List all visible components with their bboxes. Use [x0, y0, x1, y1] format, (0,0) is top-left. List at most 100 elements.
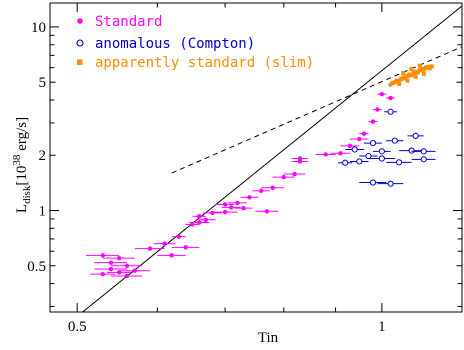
data-point	[415, 70, 420, 75]
data-point	[392, 80, 397, 85]
data-point	[241, 205, 246, 211]
y-tick-label: 1	[39, 204, 47, 220]
y-axis-title-main: L	[14, 204, 30, 213]
legend-label-slim: apparently standard (slim)	[95, 55, 314, 71]
data-point	[419, 66, 424, 71]
data-point	[420, 148, 427, 155]
x-tick-label: 0.5	[68, 319, 87, 335]
data-point	[401, 75, 406, 80]
legend-marker-compton	[76, 39, 84, 47]
solid-line	[81, 5, 462, 312]
data-point	[351, 146, 358, 153]
data-point	[397, 81, 402, 86]
data-point	[357, 136, 362, 142]
data-point	[124, 263, 130, 268]
data-point	[222, 202, 228, 207]
data-point	[190, 222, 195, 227]
legend-marker-standard	[77, 18, 83, 24]
y-tick-label: 2	[39, 148, 47, 164]
legend-item-standard: Standard	[77, 14, 162, 30]
data-point	[417, 68, 422, 73]
data-point	[388, 95, 393, 101]
data-point	[222, 209, 228, 215]
legend: Standard anomalous (Compton) apparently …	[76, 14, 314, 71]
data-point	[408, 147, 415, 154]
axis-ticks: 0.5 1 0.5 1 2 5 10	[27, 3, 462, 335]
data-point	[297, 156, 303, 161]
data-point	[412, 132, 419, 139]
data-point	[229, 205, 234, 210]
data-point	[387, 108, 394, 115]
legend-item-compton: anomalous (Compton)	[76, 36, 255, 52]
y-axis-title: Ldisk[1038 erg/s]	[11, 117, 33, 213]
data-point	[390, 80, 395, 85]
data-point	[399, 77, 404, 82]
data-point	[259, 188, 264, 194]
data-point	[323, 152, 328, 157]
data-point	[394, 78, 399, 83]
data-point	[203, 217, 209, 222]
data-point	[264, 209, 270, 214]
legend-item-slim: apparently standard (slim)	[77, 55, 314, 71]
dashed-line	[171, 46, 462, 174]
data-point	[387, 180, 394, 187]
data-point	[100, 271, 106, 277]
data-point	[108, 266, 114, 272]
data-point	[369, 139, 377, 147]
data-point	[281, 174, 286, 180]
legend-marker-slim	[77, 59, 83, 65]
data-point	[108, 260, 114, 265]
data-point	[162, 241, 167, 246]
data-point	[405, 78, 410, 83]
reference-lines	[81, 5, 462, 312]
data-point	[429, 64, 434, 69]
data-points	[85, 63, 436, 279]
data-point	[375, 107, 380, 112]
data-point	[210, 210, 215, 216]
data-point	[147, 246, 153, 251]
data-point	[197, 214, 202, 219]
data-point	[183, 245, 188, 250]
data-point	[420, 156, 427, 163]
plot-frame	[49, 2, 463, 313]
data-point	[365, 152, 372, 160]
data-point	[169, 253, 174, 258]
data-point	[176, 234, 181, 239]
legend-label-compton: anomalous (Compton)	[95, 36, 255, 52]
data-point	[378, 148, 385, 155]
legend-label-standard: Standard	[95, 14, 162, 30]
series-2	[388, 63, 434, 87]
data-point	[132, 268, 137, 273]
data-point	[421, 71, 426, 76]
x-axis-title: Tin	[258, 330, 279, 346]
data-point	[100, 253, 106, 258]
data-point	[401, 71, 406, 76]
data-point	[116, 270, 122, 275]
data-point	[116, 255, 122, 261]
data-point	[391, 137, 398, 144]
y-axis-title-unit: erg/s]	[14, 117, 30, 155]
data-point	[247, 195, 252, 200]
data-point	[403, 76, 408, 81]
data-point	[379, 92, 385, 97]
data-point	[378, 155, 385, 162]
data-point	[197, 220, 202, 225]
data-point	[417, 63, 422, 68]
data-point	[347, 143, 353, 149]
y-axis-title-rest: [10	[14, 166, 30, 186]
data-point	[124, 273, 130, 279]
y-tick-label: 10	[31, 20, 46, 36]
data-point	[413, 69, 418, 74]
data-point	[409, 66, 414, 71]
data-point	[342, 159, 349, 166]
data-point	[235, 200, 240, 206]
x-tick-label: 1	[378, 319, 386, 335]
y-axis-title-sub: disk	[21, 185, 33, 204]
data-point	[405, 74, 410, 79]
data-point	[356, 158, 363, 165]
data-point	[413, 74, 418, 79]
data-point	[407, 72, 412, 77]
data-point	[270, 185, 275, 190]
data-point	[338, 151, 343, 156]
